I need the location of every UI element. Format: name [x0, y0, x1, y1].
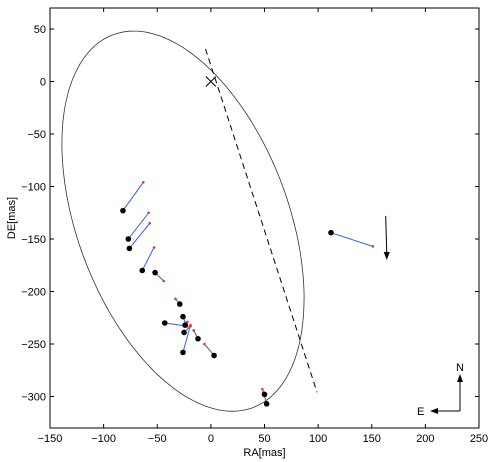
y-tick-label: 0 — [40, 77, 46, 89]
model-point — [192, 329, 196, 332]
observed-point — [126, 245, 133, 252]
model-point — [142, 181, 145, 184]
residual-line — [141, 247, 155, 271]
observed-point — [125, 236, 132, 242]
plot-frame — [49, 7, 480, 429]
compass-north-label: N — [456, 362, 464, 374]
observed-point — [195, 335, 201, 342]
residual-line — [122, 182, 144, 211]
observed-point — [120, 207, 126, 214]
y-tick-label: −250 — [21, 339, 46, 351]
x-axis-label: RA[mas] — [243, 447, 285, 459]
motion-arrowhead — [383, 252, 390, 260]
model-point — [162, 279, 165, 283]
orbit-ellipse — [61, 30, 305, 412]
y-tick-label: −100 — [21, 182, 46, 194]
observed-point — [139, 267, 146, 274]
model-point — [152, 246, 156, 249]
observed-point — [161, 320, 168, 326]
model-point — [174, 297, 177, 301]
model-point — [185, 320, 189, 324]
observed-point — [182, 322, 188, 328]
plot-marks — [61, 30, 390, 412]
model-point — [148, 221, 152, 225]
axis-ticks: −150 −100 −50 0 50 100 150 200 250 50 0 −50 −100 −150… — [21, 8, 488, 445]
x-tick-label: 50 — [258, 433, 270, 445]
x-tick-label: −50 — [148, 433, 167, 445]
observed-point — [261, 391, 268, 398]
y-tick-label: 50 — [34, 24, 46, 36]
x-tick-label: 200 — [416, 433, 434, 445]
y-tick-label: −200 — [21, 287, 46, 299]
y-axis-label: DE[mas] — [6, 197, 18, 239]
compass-east-label: E — [417, 406, 424, 418]
y-tick-label: −50 — [27, 129, 46, 141]
residual-line — [330, 232, 373, 247]
observed-point — [211, 352, 217, 359]
x-tick-label: −100 — [91, 433, 116, 445]
residual-line — [127, 212, 150, 240]
observed-point — [176, 301, 183, 307]
observed-point — [180, 349, 186, 356]
model-point — [261, 387, 264, 391]
residual-line — [182, 324, 191, 353]
x-tick-label: 0 — [208, 433, 214, 445]
x-tick-label: 150 — [363, 433, 381, 445]
x-tick-label: 250 — [470, 433, 488, 445]
model-point — [189, 323, 192, 327]
model-point — [147, 211, 150, 215]
residual-line — [128, 222, 151, 249]
compass-rose: N E — [417, 362, 464, 418]
compass-east-arrowhead — [430, 408, 438, 414]
x-tick-label: 100 — [309, 433, 327, 445]
model-point — [203, 342, 206, 346]
y-tick-label: −150 — [21, 234, 46, 246]
line-of-nodes — [205, 48, 318, 393]
y-tick-label: −300 — [21, 392, 46, 404]
observed-point — [263, 401, 270, 407]
observed-point — [181, 329, 187, 336]
model-point — [371, 245, 375, 248]
observed-point — [180, 313, 186, 320]
x-tick-label: −150 — [38, 433, 63, 445]
observed-point — [328, 229, 334, 236]
compass-north-arrowhead — [457, 374, 463, 382]
observed-point — [152, 269, 158, 276]
primary-marker — [205, 76, 217, 87]
motion-arrow-shaft — [385, 215, 388, 255]
